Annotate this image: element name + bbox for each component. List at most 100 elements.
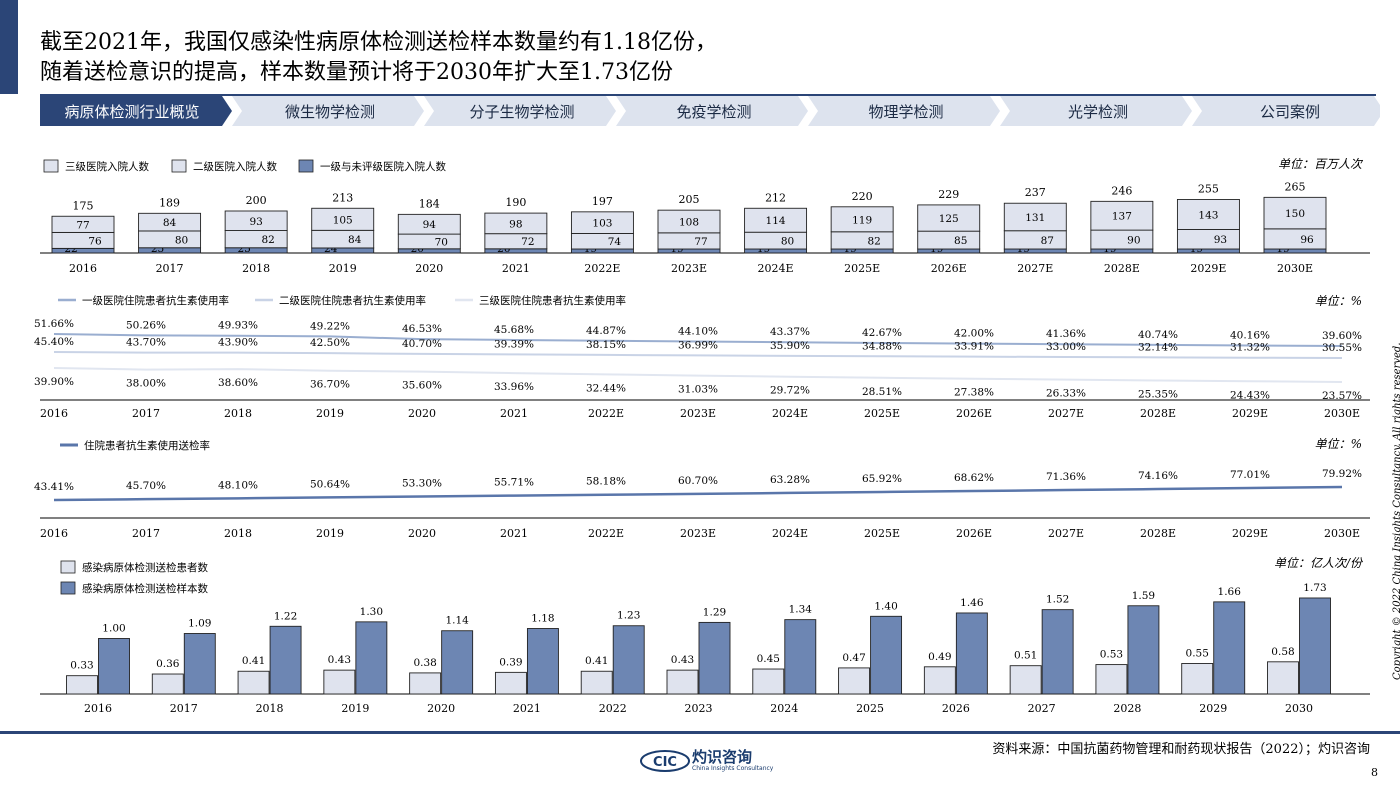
- line2-label-2-4: 35.60%: [402, 380, 442, 392]
- chart1-tick-5: 2021: [502, 262, 530, 275]
- nav-tab-label-4: 物理学检测: [868, 103, 943, 121]
- bar1-0-10: [917, 248, 981, 254]
- bar4-1-4: [441, 630, 474, 695]
- bar1-2-7: [657, 209, 721, 234]
- bar1-1-8: [744, 231, 808, 250]
- bar4-1-1: [183, 633, 216, 695]
- chart1-tick-12: 2028E: [1104, 262, 1140, 275]
- bar1-1-1: [138, 230, 202, 249]
- chart1-tick-10: 2026E: [931, 262, 967, 275]
- bar1-total-7: 205: [679, 193, 700, 206]
- bar4-label-0-7: 0.43: [671, 654, 694, 666]
- line2-label-1-13: 31.32%: [1230, 342, 1270, 354]
- bar1-0-9: [830, 248, 894, 254]
- copyright-note: Copyright © 2022 China Insights Consulta…: [1392, 342, 1400, 680]
- bar1-1-11: [1003, 230, 1067, 250]
- bar1-2-11: [1003, 202, 1067, 232]
- chart2-tick-7: 2023E: [680, 407, 716, 420]
- nav-tab-2[interactable]: [424, 96, 616, 126]
- nav-tab-4[interactable]: [808, 96, 1000, 126]
- line2-label-2-7: 31.03%: [678, 384, 718, 396]
- line2-label-2-1: 38.00%: [126, 378, 166, 390]
- bar4-label-1-1: 1.09: [188, 618, 211, 630]
- legend1-swatch-2: [298, 159, 314, 173]
- chart4-tick-1: 2017: [170, 702, 198, 715]
- chart4-tick-9: 2025: [856, 702, 884, 715]
- bar4-1-7: [698, 621, 731, 695]
- chart3-tick-12: 2028E: [1140, 527, 1176, 540]
- bar1-total-13: 255: [1198, 182, 1219, 195]
- bar1-total-10: 229: [938, 188, 959, 201]
- bar4-1-5: [526, 628, 559, 695]
- bar1-2-6: [570, 211, 634, 234]
- line2-series-0: [53, 333, 1343, 347]
- bar1-label-2-1: 84: [163, 217, 177, 229]
- bar4-0-4: [409, 672, 442, 695]
- bar4-1-9: [870, 615, 903, 695]
- bar4-0-10: [923, 666, 956, 695]
- source-note: 资料来源：中国抗菌药物管理和耐药现状报告（2022）；灼识咨询: [992, 742, 1370, 757]
- bar4-label-0-12: 0.53: [1100, 649, 1123, 661]
- chart1-tick-6: 2022E: [584, 262, 620, 275]
- chart4-tick-4: 2020: [427, 702, 455, 715]
- nav-tab-3[interactable]: [616, 96, 808, 126]
- bar1-0-0: [51, 247, 115, 254]
- chart4-tick-13: 2029: [1199, 702, 1227, 715]
- section-nav: 病原体检测行业概览 微生物学检测 分子生物学检测 免疫学检测 物理学检测 光学检测 公司案例: [40, 96, 1380, 126]
- chart3-tick-10: 2026E: [956, 527, 992, 540]
- nav-tab-1[interactable]: [232, 96, 424, 126]
- line2-label-0-7: 44.10%: [678, 326, 718, 338]
- bar4-label-1-0: 1.00: [102, 623, 125, 635]
- chart2-tick-4: 2020: [408, 407, 436, 420]
- bar1-label-1-6: 74: [608, 236, 622, 248]
- bar1-2-12: [1090, 200, 1154, 231]
- line3-label-2: 48.10%: [218, 479, 258, 491]
- bar1-label-1-13: 93: [1214, 234, 1227, 246]
- nav-tab-label-0: 病原体检测行业概览: [64, 103, 199, 121]
- cic-logo: CIC: [640, 750, 690, 772]
- legend1-label-0: 三级医院入院人数: [65, 160, 149, 173]
- chart2-tick-13: 2029E: [1232, 407, 1268, 420]
- bar1-2-5: [484, 212, 548, 235]
- bar1-label-2-9: 119: [852, 214, 872, 226]
- chart3-tick-9: 2025E: [864, 527, 900, 540]
- bar1-1-2: [224, 230, 288, 249]
- nav-tab-6[interactable]: [1192, 96, 1380, 126]
- legend1-swatch-0: [43, 159, 59, 173]
- bar1-1-4: [397, 233, 461, 250]
- nav-tab-5[interactable]: [1000, 96, 1192, 126]
- line3-label-0: 43.41%: [34, 481, 74, 493]
- chart4-tick-0: 2016: [84, 702, 112, 715]
- bar4-0-0: [66, 675, 98, 695]
- bar4-label-0-0: 0.33: [70, 660, 93, 672]
- bar1-total-0: 175: [73, 199, 94, 212]
- line2-label-2-6: 32.44%: [586, 382, 626, 394]
- line2-label-1-7: 36.99%: [678, 339, 718, 351]
- legend4-label-1: 感染病原体检测送检样本数: [82, 582, 208, 595]
- bar4-1-13: [1213, 601, 1246, 695]
- bar1-label-1-1: 80: [175, 234, 188, 246]
- line2-label-1-2: 43.90%: [218, 337, 258, 349]
- bar1-label-1-8: 80: [781, 236, 794, 248]
- bar1-2-13: [1176, 198, 1240, 230]
- bar4-label-1-14: 1.73: [1303, 582, 1326, 594]
- nav-tab-0[interactable]: [40, 96, 232, 126]
- bar4-label-1-5: 1.18: [531, 613, 554, 625]
- line2-label-0-9: 42.67%: [862, 327, 902, 339]
- bar1-2-2: [224, 210, 288, 231]
- chart3-tick-5: 2021: [500, 527, 528, 540]
- chart2-tick-11: 2027E: [1048, 407, 1084, 420]
- bar1-total-2: 200: [246, 194, 267, 207]
- legend1-swatch-1: [171, 159, 187, 173]
- chart2-tick-12: 2028E: [1140, 407, 1176, 420]
- chart3-tick-2: 2018: [224, 527, 252, 540]
- line2-label-1-4: 40.70%: [402, 338, 442, 350]
- bar1-label-2-3: 105: [333, 214, 353, 226]
- bar1-label-1-2: 82: [261, 234, 274, 246]
- legend2-label-0: 一级医院住院患者抗生素使用率: [82, 294, 229, 307]
- line2-label-1-9: 34.88%: [862, 340, 902, 352]
- bar1-0-8: [744, 248, 808, 254]
- legend2-label-2: 三级医院住院患者抗生素使用率: [479, 294, 626, 307]
- line2-label-0-12: 40.74%: [1138, 329, 1178, 341]
- bar1-label-2-11: 131: [1025, 212, 1045, 224]
